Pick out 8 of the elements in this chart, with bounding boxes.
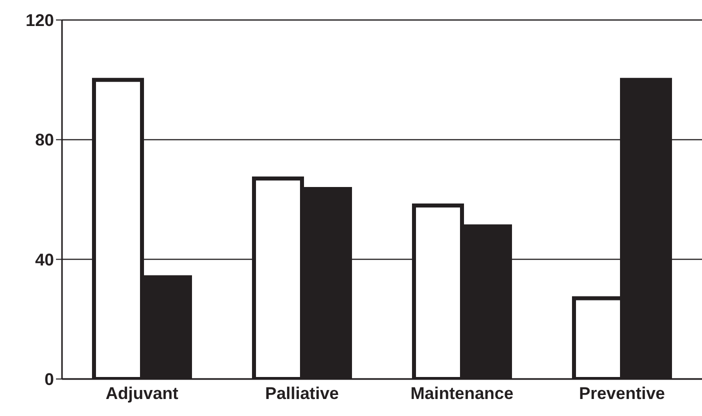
y-tick-label: 40 <box>35 250 54 270</box>
x-tick-label: Preventive <box>579 384 665 404</box>
x-tick-label: Palliative <box>265 384 339 404</box>
y-tick-label: 80 <box>35 130 54 150</box>
y-tick-label: 120 <box>26 11 54 30</box>
x-tick-label: Adjuvant <box>106 384 179 404</box>
y-tick-label: 0 <box>44 370 54 390</box>
x-tick-label: Maintenance <box>410 384 514 404</box>
